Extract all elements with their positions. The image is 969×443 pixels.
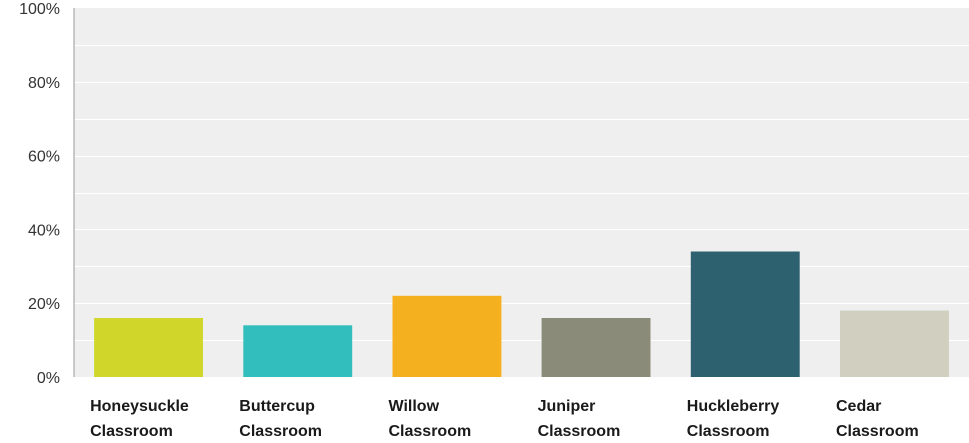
x-category-label: Willow Classroom [389, 398, 472, 440]
y-tick-label: 100% [19, 1, 60, 18]
bars [94, 251, 949, 377]
plot-background [74, 8, 969, 377]
bar [94, 318, 203, 377]
y-axis-ticks: 0% 20% 40% 60% 80% 100% [19, 1, 60, 387]
bar [392, 295, 502, 377]
y-tick-label: 60% [28, 149, 60, 166]
y-tick-label: 0% [37, 370, 60, 387]
bar [840, 310, 949, 377]
y-tick-label: 80% [28, 75, 60, 92]
x-category-label: Cedar Classroom [836, 398, 919, 440]
bar [243, 325, 353, 377]
x-axis-labels: Honeysuckle Classroom Buttercup Classroom Wi… [90, 398, 919, 440]
x-category-label: Juniper Classroom [538, 398, 621, 440]
bar [690, 251, 800, 377]
y-tick-label: 40% [28, 222, 60, 239]
gridlines [74, 45, 969, 341]
x-category-label: Buttercup Classroom [239, 398, 322, 440]
x-category-label: Honeysuckle Classroom [90, 398, 189, 440]
x-category-label: Huckleberry Classroom [687, 398, 780, 440]
y-tick-label: 20% [28, 296, 60, 313]
bar [541, 318, 651, 377]
